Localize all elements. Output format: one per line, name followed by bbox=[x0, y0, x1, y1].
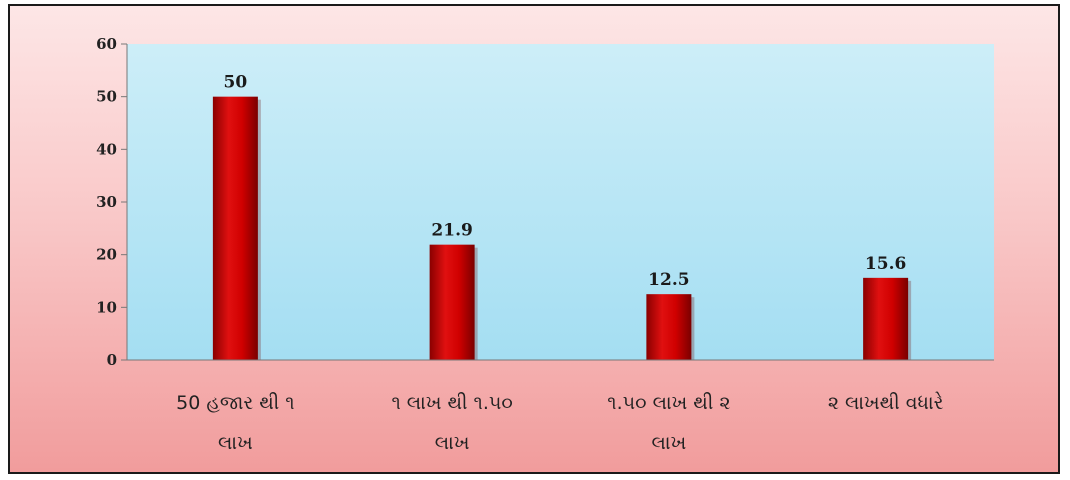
y-tick-label: 50 bbox=[96, 88, 117, 106]
bar-value-label: 15.6 bbox=[865, 254, 906, 274]
bar-value-label: 50 bbox=[224, 73, 248, 93]
bar-value-label: 12.5 bbox=[648, 270, 689, 290]
bar-chart: 0 10 20 30 40 50 60 50 21.9 12.5 15.6 50 હજાર થી … bbox=[96, 35, 994, 454]
y-tick-label: 30 bbox=[96, 193, 117, 211]
y-tick-label: 60 bbox=[96, 35, 117, 53]
x-category-label: લાખ bbox=[435, 432, 470, 454]
data-labels: 50 21.9 12.5 15.6 bbox=[224, 73, 907, 290]
x-category-label: ૧ લાખ થી ૧.૫૦ bbox=[391, 392, 512, 414]
x-category-label: 50 હજાર થી ૧ bbox=[176, 392, 294, 414]
y-axis: 0 10 20 30 40 50 60 bbox=[96, 35, 127, 369]
x-category-label: લાખ bbox=[218, 432, 253, 454]
x-axis-labels: 50 હજાર થી ૧ લાખ ૧ લાખ થી ૧.૫૦ લાખ ૧.૫૦ લાખ … bbox=[176, 392, 943, 454]
y-tick-label: 40 bbox=[96, 140, 117, 158]
x-category-label: ૨ લાખથી વધારે bbox=[828, 392, 944, 414]
bar-value-label: 21.9 bbox=[431, 221, 472, 241]
x-category-label: લાખ bbox=[652, 432, 687, 454]
chart-frame: 0 10 20 30 40 50 60 50 21.9 12.5 15.6 50 હજાર થી … bbox=[8, 4, 1060, 474]
y-tick-label: 20 bbox=[96, 246, 117, 264]
bar bbox=[863, 277, 912, 360]
y-tick-label: 10 bbox=[96, 298, 117, 316]
x-category-label: ૧.૫૦ લાખ થી ૨ bbox=[607, 392, 730, 414]
bar bbox=[429, 244, 478, 360]
bar bbox=[212, 96, 261, 361]
bar bbox=[646, 294, 695, 360]
y-tick-label: 0 bbox=[107, 351, 117, 369]
plot-area bbox=[127, 44, 994, 360]
bars bbox=[212, 96, 912, 361]
